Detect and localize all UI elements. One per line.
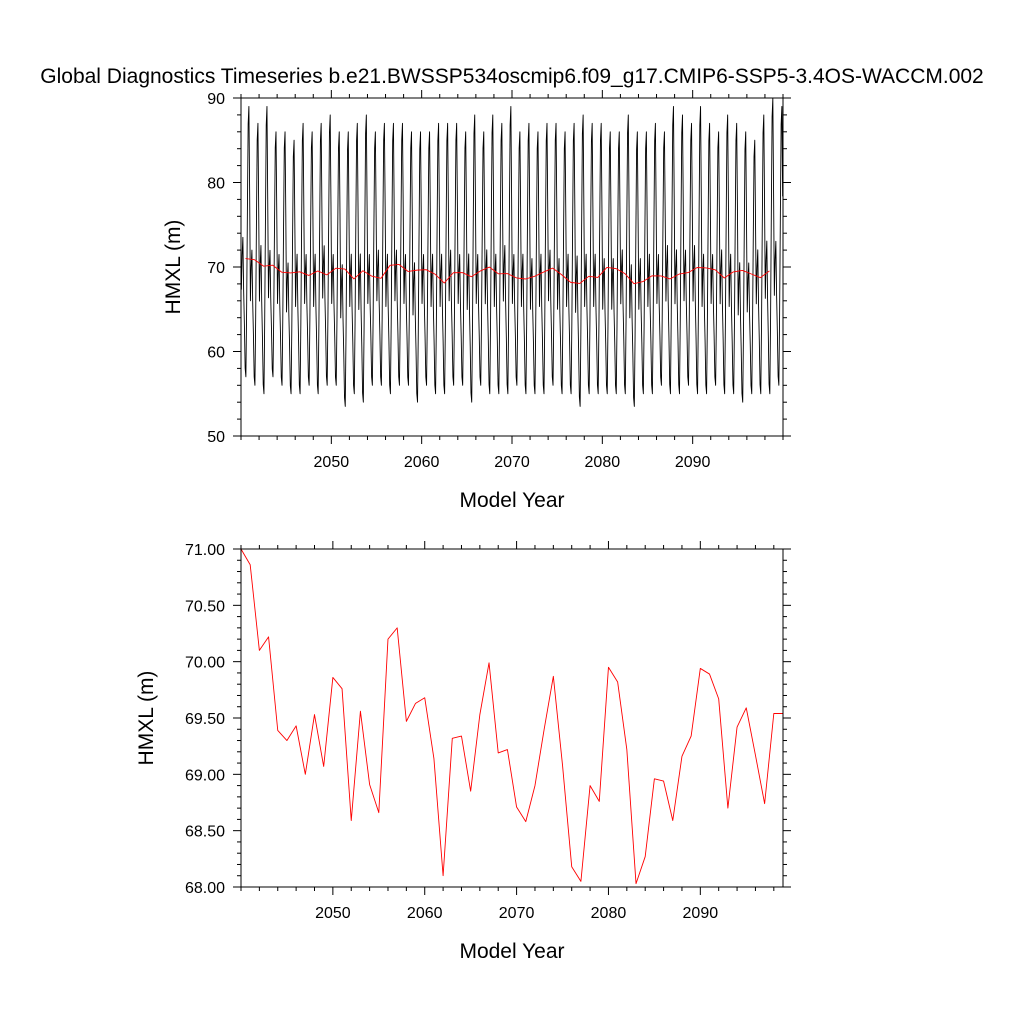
bottom-panel-y-axis-label: HMXL (m)	[135, 671, 158, 766]
bottom-panel-x-axis-label: Model Year	[459, 940, 564, 963]
bottom-panel-tick-labels: 2050 2060 2070 2080 2090 68.00 68.50 69.00 69.50…	[185, 542, 718, 922]
y-tick-label: 68.00	[185, 880, 225, 897]
x-tick-label: 2060	[404, 454, 440, 471]
x-tick-label: 2060	[407, 905, 443, 922]
x-tick-label: 2050	[315, 905, 351, 922]
top-panel-tick-labels: 2050 2060 2070 2080 2090 50 60 70 80 90	[207, 91, 710, 471]
figure-title: Global Diagnostics Timeseries b.e21.BWSS…	[40, 65, 983, 88]
x-tick-label: 2070	[499, 905, 535, 922]
y-tick-label: 71.00	[185, 542, 225, 559]
x-tick-label: 2080	[591, 905, 627, 922]
x-tick-label: 2070	[494, 454, 530, 471]
x-tick-label: 2050	[314, 454, 350, 471]
series-line-0	[240, 97, 784, 407]
top-panel-y-axis-label: HMXL (m)	[162, 220, 185, 315]
bottom-panel-frame	[240, 548, 784, 888]
x-tick-label: 2090	[683, 905, 719, 922]
x-tick-label: 2090	[675, 454, 711, 471]
top-panel-x-axis-label: Model Year	[459, 489, 564, 512]
top-panel-monthly-and-annual-hmxl: 2050 2060 2070 2080 2090 50 60 70 80 90 Model Yea…	[162, 90, 791, 512]
y-tick-label: 80	[207, 176, 225, 193]
series-line-0	[240, 548, 783, 885]
series-line-1	[245, 258, 770, 285]
y-tick-label: 68.50	[185, 824, 225, 841]
y-tick-label: 70.00	[185, 655, 225, 672]
bottom-panel-annual-hmxl: 2050 2060 2070 2080 2090 68.00 68.50 69.00 69.50…	[135, 541, 791, 963]
y-tick-label: 90	[207, 91, 225, 108]
y-tick-label: 50	[207, 429, 225, 446]
y-tick-label: 69.00	[185, 767, 225, 784]
y-tick-label: 70.50	[185, 598, 225, 615]
x-tick-label: 2080	[585, 454, 621, 471]
y-tick-label: 70	[207, 260, 225, 277]
top-panel-series-layer	[240, 97, 784, 407]
top-panel-ticks	[233, 90, 791, 444]
bottom-panel-series-layer	[240, 548, 783, 885]
y-tick-label: 60	[207, 345, 225, 362]
bottom-panel-ticks	[233, 541, 791, 895]
y-tick-label: 69.50	[185, 711, 225, 728]
